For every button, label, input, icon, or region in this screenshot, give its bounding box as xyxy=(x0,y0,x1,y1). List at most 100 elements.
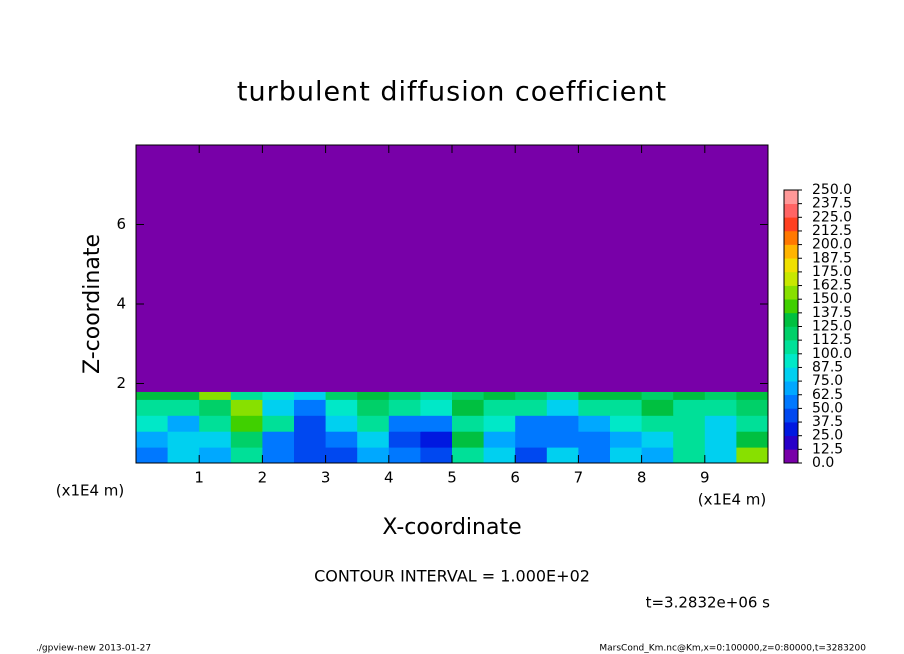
cell xyxy=(388,415,421,432)
colorbar-label: 187.5 xyxy=(812,250,852,266)
cell xyxy=(167,391,200,400)
colorbar-band xyxy=(784,394,798,409)
x-tick-label: 2 xyxy=(258,469,268,487)
colorbar-band xyxy=(784,408,798,423)
contour-interval: CONTOUR INTERVAL = 1.000E+02 xyxy=(314,567,590,586)
cell xyxy=(610,399,643,416)
overlay: 1 2 3 4 5 6 7 8 9 2 4 6 0.012.525.037.550.062.575.08… xyxy=(116,144,852,487)
cell xyxy=(230,415,263,432)
colorbar-label: 175.0 xyxy=(812,264,852,280)
colorbar-band xyxy=(784,244,798,259)
time-label: t=3.2832e+06 s xyxy=(646,594,771,612)
cell xyxy=(704,145,737,392)
cell xyxy=(578,145,611,392)
cell xyxy=(515,431,548,448)
x-tick-label: 8 xyxy=(637,469,647,487)
cell xyxy=(420,399,453,416)
colorbar-band xyxy=(784,449,798,464)
colorbar-band xyxy=(784,381,798,396)
cell xyxy=(704,415,737,432)
cell xyxy=(546,391,579,400)
cell xyxy=(515,145,548,392)
cell xyxy=(199,145,232,392)
cell xyxy=(673,431,706,448)
cell xyxy=(704,399,737,416)
cell xyxy=(136,145,169,392)
colorbar-label: 62.5 xyxy=(812,387,843,403)
cell xyxy=(452,447,485,464)
cell xyxy=(420,447,453,464)
y-tick-label: 2 xyxy=(116,374,126,392)
colorbar-band xyxy=(784,285,798,300)
cell xyxy=(673,447,706,464)
cell xyxy=(641,447,674,464)
cell xyxy=(673,391,706,400)
cell xyxy=(357,447,390,464)
cell xyxy=(578,415,611,432)
cell xyxy=(546,145,579,392)
cell xyxy=(515,447,548,464)
cell xyxy=(167,399,200,416)
colorbar-band xyxy=(784,435,798,450)
cell xyxy=(578,391,611,400)
cell xyxy=(736,431,769,448)
cell xyxy=(452,145,485,392)
cell xyxy=(641,399,674,416)
cell xyxy=(736,447,769,464)
cell xyxy=(199,415,232,432)
cell xyxy=(294,391,327,400)
cell xyxy=(357,431,390,448)
colorbar-label: 250.0 xyxy=(812,182,852,198)
cell xyxy=(578,447,611,464)
colorbar-label: 237.5 xyxy=(812,196,852,212)
cell xyxy=(325,431,358,448)
cell xyxy=(673,145,706,392)
colorbar-label: 112.5 xyxy=(812,332,852,348)
colorbar-band xyxy=(784,203,798,218)
colorbar-band xyxy=(784,230,798,245)
cell xyxy=(578,431,611,448)
cell xyxy=(388,145,421,392)
colorbar-band xyxy=(784,340,798,355)
cell xyxy=(136,399,169,416)
cell xyxy=(262,431,295,448)
footer-left: ./gpview-new 2013-01-27 xyxy=(36,644,151,654)
colorbar-label: 162.5 xyxy=(812,278,852,294)
cell xyxy=(294,447,327,464)
cell xyxy=(167,447,200,464)
cell xyxy=(262,145,295,392)
cell xyxy=(641,145,674,392)
colorbar-band xyxy=(784,258,798,273)
cell xyxy=(641,431,674,448)
cell xyxy=(136,447,169,464)
y-tick-label: 6 xyxy=(116,215,126,233)
colorbar-band xyxy=(784,353,798,368)
cell xyxy=(199,431,232,448)
cell xyxy=(736,415,769,432)
cell xyxy=(199,399,232,416)
cell xyxy=(546,447,579,464)
cell xyxy=(704,431,737,448)
colorbar-label: 125.0 xyxy=(812,319,852,335)
cell xyxy=(704,447,737,464)
colorbar-band xyxy=(784,190,798,204)
cell xyxy=(199,391,232,400)
cell xyxy=(325,399,358,416)
cell xyxy=(388,431,421,448)
y-tick-label: 4 xyxy=(116,295,126,313)
cell xyxy=(262,415,295,432)
colorbar-band xyxy=(784,367,798,382)
colorbar-band xyxy=(784,326,798,341)
cell xyxy=(357,145,390,392)
cell xyxy=(420,391,453,400)
cell xyxy=(641,391,674,400)
cell xyxy=(736,391,769,400)
colorbar-band xyxy=(784,217,798,232)
cell xyxy=(515,391,548,400)
cell xyxy=(230,447,263,464)
colorbar-label: 37.5 xyxy=(812,414,843,430)
field xyxy=(136,145,769,464)
cell xyxy=(388,391,421,400)
colorbar-label: 75.0 xyxy=(812,373,843,389)
